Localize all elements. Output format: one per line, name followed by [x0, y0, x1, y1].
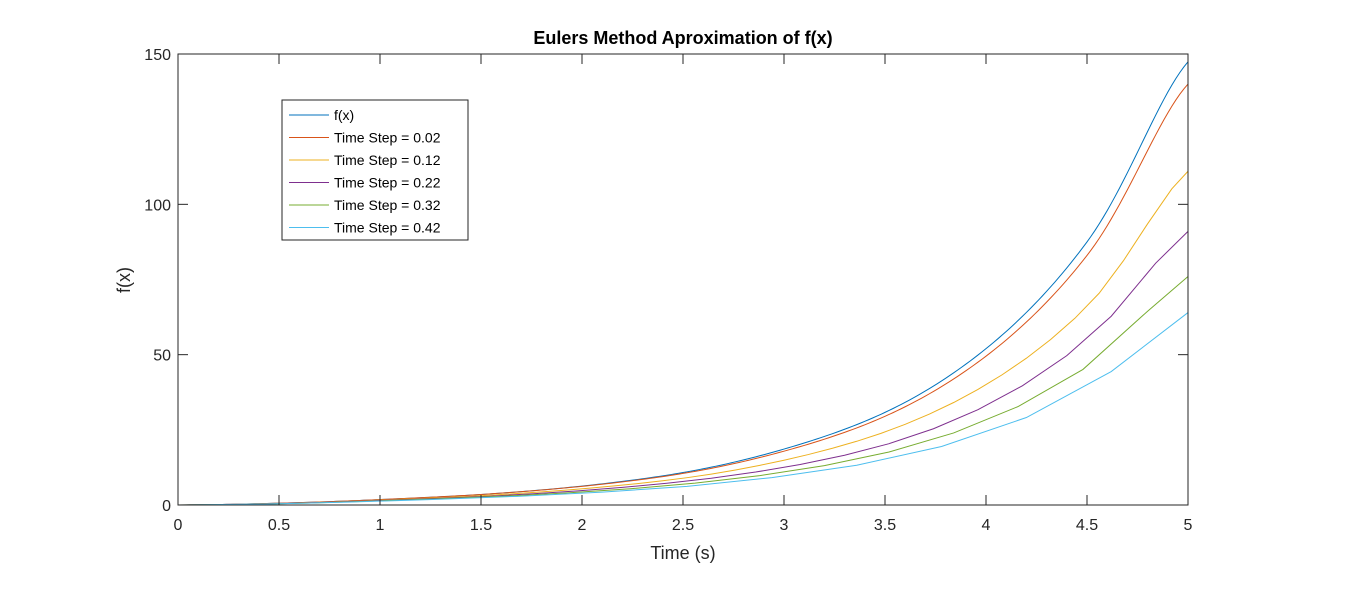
x-tick-label: 3.5 — [874, 517, 896, 534]
x-tick-label: 5 — [1184, 517, 1193, 534]
chart-title: Eulers Method Aproximation of f(x) — [533, 28, 832, 48]
y-tick-label: 100 — [144, 197, 171, 214]
x-tick-label: 0 — [174, 517, 183, 534]
x-tick-label: 0.5 — [268, 517, 290, 534]
legend-label-4: Time Step = 0.32 — [334, 197, 441, 213]
legend-box — [281, 99, 469, 241]
legend-label-5: Time Step = 0.42 — [334, 220, 441, 236]
x-tick-label: 2.5 — [672, 517, 694, 534]
x-tick-label: 1 — [376, 517, 385, 534]
x-tick-label: 2 — [578, 517, 587, 534]
y-tick-label: 150 — [144, 47, 171, 64]
x-tick-label: 1.5 — [470, 517, 492, 534]
legend-label-2: Time Step = 0.12 — [334, 152, 441, 168]
series-layer — [177, 61, 1189, 506]
x-tick-label: 3 — [780, 517, 789, 534]
x-tick-label: 4 — [982, 517, 991, 534]
x-tick-label: 4.5 — [1076, 517, 1098, 534]
legend-label-0: f(x) — [334, 107, 354, 123]
legend-label-3: Time Step = 0.22 — [334, 175, 441, 191]
y-tick-label: 50 — [153, 348, 171, 365]
legend: f(x) Time Step = 0.02 Time Step = 0.12 Time… — [281, 99, 469, 241]
y-tick-label: 0 — [162, 498, 171, 515]
legend-label-1: Time Step = 0.02 — [334, 130, 441, 146]
x-axis-label: Time (s) — [650, 543, 715, 563]
series-line-5 — [177, 312, 1189, 506]
y-axis-label: f(x) — [114, 267, 134, 293]
